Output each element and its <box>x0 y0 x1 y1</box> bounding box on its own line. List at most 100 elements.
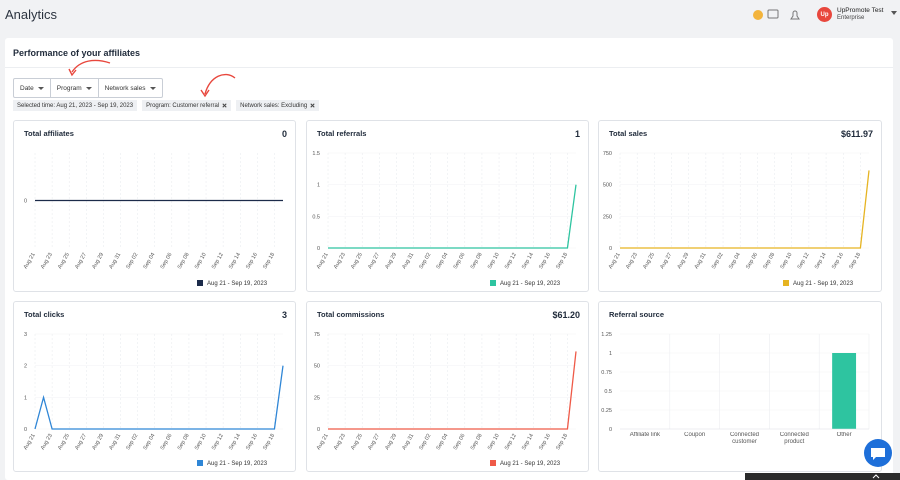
user-name[interactable]: UpPromote Test <box>837 7 884 14</box>
chart-total: 0 <box>282 129 287 139</box>
x-tick-label: Sep 02 <box>125 252 139 270</box>
y-tick-label: 0.5 <box>312 214 320 220</box>
filter-chip: Network sales: Excluding <box>236 100 320 111</box>
y-tick-label: 0 <box>317 246 320 252</box>
legend-swatch <box>490 460 496 466</box>
x-tick-label: Sep 16 <box>538 252 552 270</box>
divider <box>5 67 893 68</box>
x-tick-label: Aug 31 <box>401 252 415 270</box>
x-tick-label: Sep 14 <box>521 252 535 270</box>
legend-label: Aug 21 - Sep 19, 2023 <box>207 461 268 467</box>
filter-bar: Date Program Network sales <box>13 78 163 98</box>
x-tick-label: Aug 25 <box>350 252 364 270</box>
chart-title: Total affiliates <box>24 129 74 138</box>
chip-label: Selected time: Aug 21, 2023 - Sep 19, 20… <box>17 102 134 109</box>
y-tick-label: 25 <box>314 395 320 401</box>
x-tick-label: Sep 10 <box>487 433 501 451</box>
legend-swatch <box>783 280 789 286</box>
x-tick-label: Sep 16 <box>245 252 259 270</box>
y-tick-label: 2 <box>24 364 27 370</box>
legend-label: Aug 21 - Sep 19, 2023 <box>793 281 854 287</box>
x-tick-label: Sep 16 <box>538 433 552 451</box>
x-tick-label-box: Other <box>837 432 852 438</box>
x-tick-label: Aug 29 <box>91 433 105 451</box>
y-tick-label: 0 <box>24 199 27 205</box>
x-tick-label: Aug 21 <box>23 252 37 270</box>
x-tick-label: Sep 04 <box>436 252 450 270</box>
legend-swatch <box>490 280 496 286</box>
x-tick-label: Aug 23 <box>625 252 639 270</box>
x-tick-label: Aug 25 <box>57 252 71 270</box>
x-tick-label: Sep 12 <box>504 252 518 270</box>
x-tick-label: Aug 23 <box>333 252 347 270</box>
legend-swatch <box>197 460 203 466</box>
page-title: Analytics <box>5 7 58 22</box>
filter-dropdown[interactable]: Network sales <box>99 79 162 97</box>
x-tick-label: Coupon <box>684 432 706 438</box>
x-tick-label: Sep 18 <box>848 252 862 270</box>
bar <box>832 353 857 429</box>
x-tick-label: Aug 29 <box>384 433 398 451</box>
x-tick-label: Sep 14 <box>228 433 242 451</box>
chip-label: Network sales: Excluding <box>240 102 308 109</box>
bell-icon[interactable] <box>790 10 800 20</box>
y-tick-label: 1.5 <box>312 151 320 157</box>
filter-chip: Selected time: Aug 21, 2023 - Sep 19, 20… <box>13 100 138 111</box>
message-icon[interactable] <box>767 9 779 19</box>
x-tick-label: Sep 02 <box>125 433 139 451</box>
x-tick-label: Connected customer <box>729 432 759 445</box>
chart-total: 1 <box>575 129 580 139</box>
chart-title: Total referrals <box>317 129 366 138</box>
x-tick-label: Sep 10 <box>194 252 208 270</box>
filter-chips: Selected time: Aug 21, 2023 - Sep 19, 20… <box>13 100 320 111</box>
chart-card: Total affiliates 0 0 Aug 21 Aug 23 Aug 25 Aug … <box>13 120 296 292</box>
y-tick-label: 0.25 <box>601 408 612 414</box>
user-caret[interactable] <box>891 11 898 16</box>
y-tick-label: 0.75 <box>601 370 612 376</box>
chart-total: $61.20 <box>552 310 580 320</box>
x-tick-label: Aug 21 <box>316 433 330 451</box>
x-tick-label: Aug 29 <box>91 252 105 270</box>
chart-title: Referral source <box>609 310 664 319</box>
x-tick-label: Aug 31 <box>401 433 415 451</box>
chart-title: Total sales <box>609 129 647 138</box>
x-tick-label: Aug 21 <box>608 252 622 270</box>
x-tick-label: Sep 08 <box>177 252 191 270</box>
chart-card: Total commissions $61.20 0 25 50 75 Aug 21 Aug … <box>306 301 589 472</box>
x-tick-label-box: Connected product <box>779 432 809 445</box>
x-tick-label: Sep 12 <box>211 252 225 270</box>
legend-swatch <box>197 280 203 286</box>
x-tick-label: Aug 21 <box>316 252 330 270</box>
filter-dropdown[interactable]: Date <box>14 79 51 97</box>
chart-total: 3 <box>282 310 287 320</box>
filter-chip: Program: Customer referral <box>142 100 232 111</box>
x-tick-label: Sep 14 <box>814 252 828 270</box>
x-tick-label: Aug 23 <box>40 433 54 451</box>
data-line <box>328 184 577 249</box>
x-tick-label-box: Affiliate link <box>630 432 660 438</box>
chart-card: Total clicks 3 0 1 2 3 Aug 21 Aug 23 Aug 25 Aug 2… <box>13 301 296 472</box>
chart-card: Total sales $611.97 0 250 500 750 Aug 21 Aug 23… <box>598 120 882 292</box>
x-tick-label: Sep 10 <box>487 252 501 270</box>
x-tick-label: Sep 08 <box>762 252 776 270</box>
section-title: Performance of your affiliates <box>13 48 141 58</box>
x-tick-label: Sep 16 <box>245 433 259 451</box>
bottom-bar[interactable] <box>745 473 900 480</box>
x-tick-label: Sep 18 <box>555 433 569 451</box>
x-tick-label: Sep 10 <box>194 433 208 451</box>
x-tick-label: Connected product <box>779 432 809 445</box>
y-tick-label: 50 <box>314 364 320 370</box>
x-tick-label: Sep 06 <box>453 252 467 270</box>
x-tick-label: Sep 14 <box>521 433 535 451</box>
coins-icon[interactable] <box>753 10 763 20</box>
filter-dropdown[interactable]: Program <box>51 79 99 97</box>
avatar[interactable]: Up <box>817 7 832 22</box>
x-tick-label: Sep 10 <box>780 252 794 270</box>
data-line <box>620 170 870 249</box>
x-tick-label: Sep 08 <box>470 252 484 270</box>
chip-remove[interactable] <box>310 103 315 108</box>
